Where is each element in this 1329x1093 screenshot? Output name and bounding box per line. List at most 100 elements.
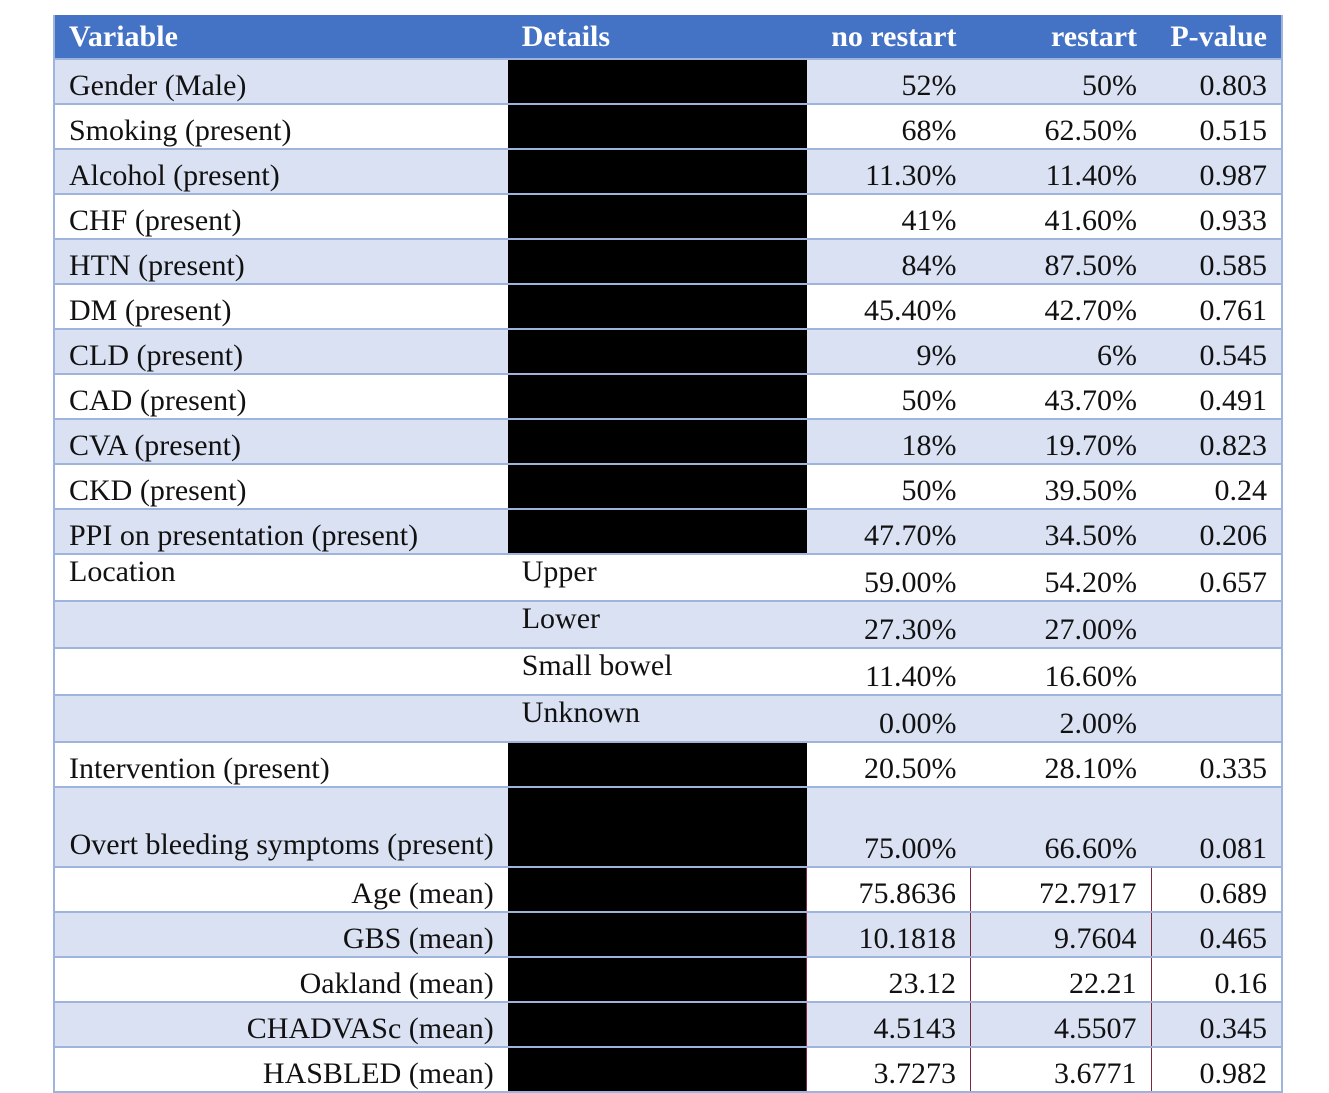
no-restart-cell: 84% <box>806 239 971 285</box>
table-row: DM (present) 45.40% 42.70% 0.761 <box>54 284 1282 330</box>
restart-cell: 50% <box>970 59 1152 105</box>
no-restart-cell: 45.40% <box>806 284 971 330</box>
variable-cell: CLD (present) <box>54 329 508 375</box>
redacted-details-cell <box>507 1002 807 1048</box>
p-value-cell: 0.345 <box>1151 1002 1282 1048</box>
table-row: CAD (present) 50% 43.70% 0.491 <box>54 374 1282 420</box>
no-restart-cell: 11.30% <box>806 149 971 195</box>
p-value-cell: 0.545 <box>1151 329 1282 375</box>
redacted-details-cell <box>507 59 807 105</box>
restart-cell: 28.10% <box>970 742 1152 788</box>
table-row: Overt bleeding symptoms (present) 75.00% 6… <box>54 787 1282 868</box>
p-value-cell: 0.515 <box>1151 104 1282 150</box>
redacted-details-cell <box>507 149 807 195</box>
restart-cell: 11.40% <box>970 149 1152 195</box>
p-value-cell: 0.803 <box>1151 59 1282 105</box>
variable-cell: DM (present) <box>54 284 508 330</box>
restart-cell: 16.60% <box>970 648 1152 696</box>
no-restart-cell: 75.00% <box>806 787 971 868</box>
table-row: HTN (present) 84% 87.50% 0.585 <box>54 239 1282 285</box>
p-value-cell: 0.982 <box>1151 1047 1282 1093</box>
variable-cell: HASBLED (mean) <box>54 1047 508 1093</box>
restart-cell: 34.50% <box>970 509 1152 555</box>
no-restart-cell: 50% <box>806 374 971 420</box>
p-value-cell: 0.657 <box>1151 554 1282 602</box>
redacted-details-cell <box>507 194 807 240</box>
restart-cell: 54.20% <box>970 554 1152 602</box>
variable-cell: GBS (mean) <box>54 912 508 958</box>
variable-cell: CVA (present) <box>54 419 508 465</box>
table-row: CHADVASc (mean) 4.5143 4.5507 0.345 <box>54 1002 1282 1048</box>
restart-cell: 87.50% <box>970 239 1152 285</box>
table-row: Age (mean) 75.8636 72.7917 0.689 <box>54 866 1282 913</box>
variable-cell <box>54 601 508 649</box>
no-restart-cell: 11.40% <box>806 648 971 696</box>
details-cell: Upper <box>507 554 807 602</box>
variable-cell: Intervention (present) <box>54 742 508 788</box>
table-row: CHF (present) 41% 41.60% 0.933 <box>54 194 1282 240</box>
no-restart-cell: 50% <box>806 464 971 510</box>
p-value-cell: 0.081 <box>1151 787 1282 868</box>
table-row: CVA (present) 18% 19.70% 0.823 <box>54 419 1282 465</box>
table-row: PPI on presentation (present) 47.70% 34.50… <box>54 509 1282 555</box>
p-value-cell <box>1151 695 1282 743</box>
p-value-cell: 0.465 <box>1151 912 1282 958</box>
table-row: Lower 27.30% 27.00% <box>54 601 1282 649</box>
variable-cell: HTN (present) <box>54 239 508 285</box>
no-restart-cell: 23.12 <box>806 957 971 1003</box>
no-restart-cell: 41% <box>806 194 971 240</box>
restart-cell: 19.70% <box>970 419 1152 465</box>
no-restart-cell: 3.7273 <box>806 1047 971 1093</box>
redacted-details-cell <box>507 419 807 465</box>
table-row: Gender (Male) 52% 50% 0.803 <box>54 59 1282 105</box>
no-restart-cell: 0.00% <box>806 695 971 743</box>
p-value-cell <box>1151 648 1282 696</box>
restart-cell: 9.7604 <box>969 912 1152 958</box>
no-restart-cell: 52% <box>806 59 971 105</box>
table-row: Alcohol (present) 11.30% 11.40% 0.987 <box>54 149 1282 195</box>
restart-cell: 43.70% <box>970 374 1152 420</box>
table-row: CKD (present) 50% 39.50% 0.24 <box>54 464 1282 510</box>
p-value-cell: 0.335 <box>1151 742 1282 788</box>
table-row: Location Upper 59.00% 54.20% 0.657 <box>54 554 1282 602</box>
restart-cell: 3.6771 <box>969 1047 1152 1093</box>
header-p-value: P-value <box>1151 15 1282 60</box>
restart-cell: 41.60% <box>970 194 1152 240</box>
variable-cell: CHF (present) <box>54 194 508 240</box>
restart-cell: 72.7917 <box>969 866 1152 913</box>
no-restart-cell: 47.70% <box>806 509 971 555</box>
variable-cell: Alcohol (present) <box>54 149 508 195</box>
redacted-details-cell <box>507 742 807 788</box>
restart-cell: 6% <box>970 329 1152 375</box>
table-row: Smoking (present) 68% 62.50% 0.515 <box>54 104 1282 150</box>
restart-cell: 39.50% <box>970 464 1152 510</box>
no-restart-cell: 9% <box>806 329 971 375</box>
no-restart-cell: 18% <box>806 419 971 465</box>
header-no-restart: no restart <box>806 15 971 60</box>
table-row: Small bowel 11.40% 16.60% <box>54 648 1282 696</box>
variable-cell: Gender (Male) <box>54 59 508 105</box>
p-value-cell: 0.24 <box>1151 464 1282 510</box>
table-row: CLD (present) 9% 6% 0.545 <box>54 329 1282 375</box>
variable-cell: CHADVASc (mean) <box>54 1002 508 1048</box>
p-value-cell: 0.491 <box>1151 374 1282 420</box>
details-cell: Lower <box>507 601 807 649</box>
p-value-cell: 0.206 <box>1151 509 1282 555</box>
table-row: Oakland (mean) 23.12 22.21 0.16 <box>54 957 1282 1003</box>
variable-cell: CAD (present) <box>54 374 508 420</box>
table-row: GBS (mean) 10.1818 9.7604 0.465 <box>54 912 1282 958</box>
p-value-cell: 0.689 <box>1151 867 1282 913</box>
table-row: Unknown 0.00% 2.00% <box>54 695 1282 743</box>
p-value-cell: 0.933 <box>1151 194 1282 240</box>
table-row: Intervention (present) 20.50% 28.10% 0.335 <box>54 742 1282 788</box>
restart-cell: 22.21 <box>969 957 1152 1003</box>
redacted-details-cell <box>507 239 807 285</box>
no-restart-cell: 10.1818 <box>806 912 971 958</box>
p-value-cell: 0.761 <box>1151 284 1282 330</box>
redacted-details-cell <box>507 284 807 330</box>
no-restart-cell: 27.30% <box>806 601 971 649</box>
redacted-details-cell <box>507 104 807 150</box>
variable-cell: Oakland (mean) <box>54 957 508 1003</box>
redacted-details-cell <box>507 957 807 1003</box>
variable-cell <box>54 695 508 743</box>
